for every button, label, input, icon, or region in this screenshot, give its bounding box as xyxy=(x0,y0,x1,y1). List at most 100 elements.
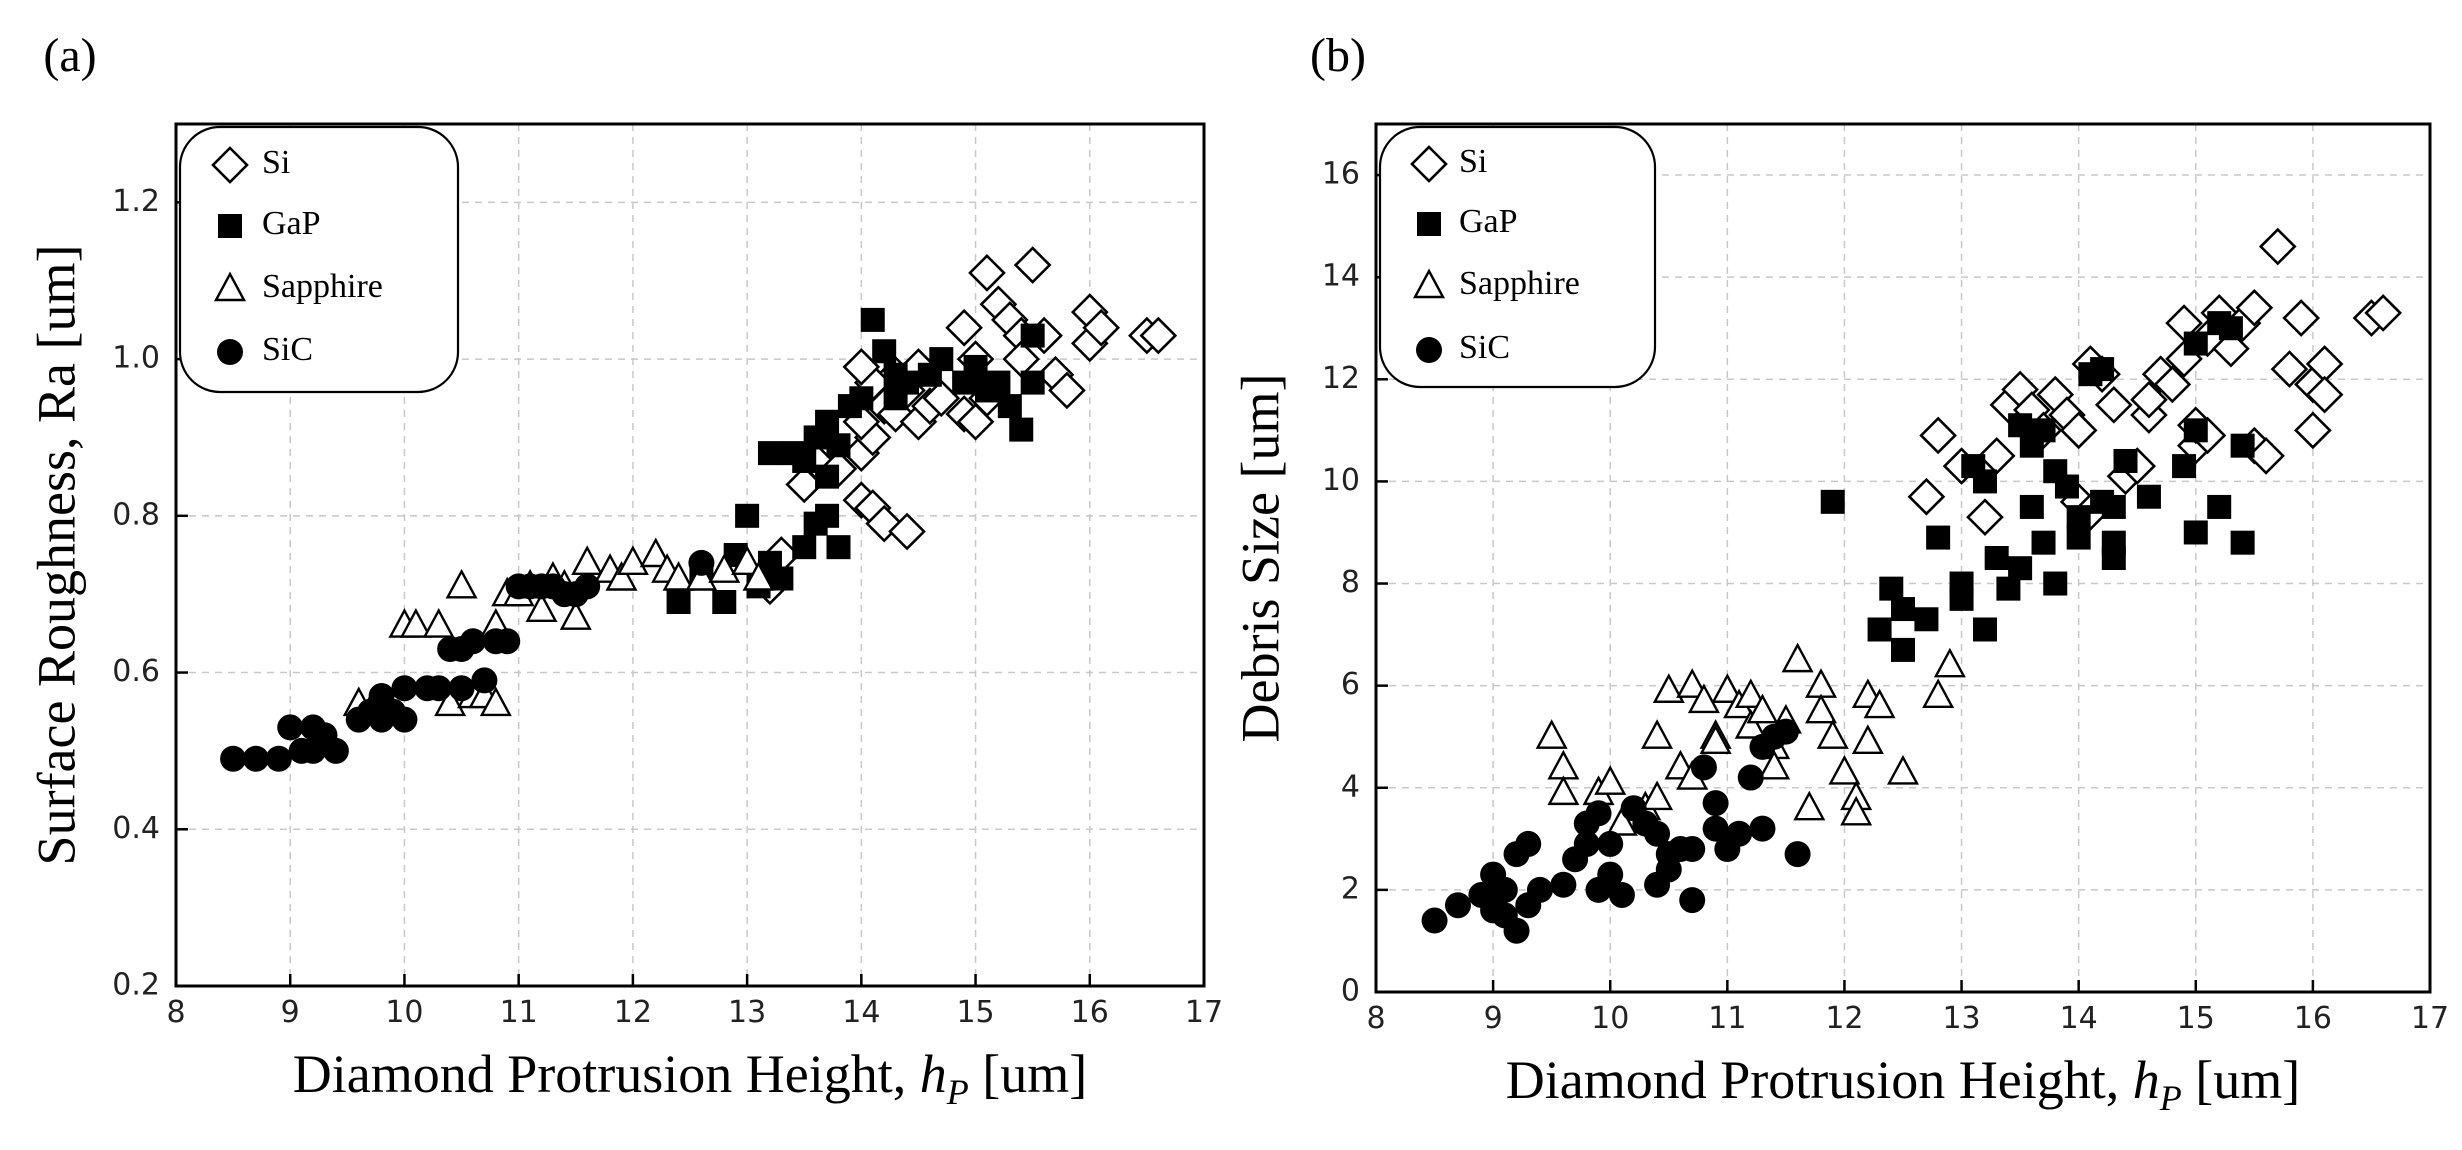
panel-b-point-sic xyxy=(1749,815,1776,842)
panel-b-point-sapphire xyxy=(1687,683,1720,714)
panel-b-legend-box xyxy=(1378,125,1657,389)
panel-a-point-si xyxy=(968,254,1006,292)
panel-a-point-gap xyxy=(666,590,691,615)
panel-b-point-si xyxy=(1919,416,1957,455)
panel-a-point-sapphire xyxy=(434,686,467,717)
panel-a-x-tick-label: 9 xyxy=(281,995,300,1030)
panel-b-point-gap xyxy=(2019,494,2044,519)
panel-b-x-tick-label: 8 xyxy=(1366,1001,1385,1036)
panel-b-point-gap xyxy=(2101,530,2126,555)
panel-a-point-si xyxy=(1048,371,1086,410)
panel-a-point-gap xyxy=(792,448,817,473)
panel-b-legend: Si GaP Sapphire SiC xyxy=(1378,125,1657,389)
panel-b-point-si xyxy=(1907,477,1946,516)
panel-a-point-si xyxy=(945,308,983,347)
panel-a-point-sic xyxy=(459,628,486,655)
panel-a-plot-frame xyxy=(174,122,1206,988)
panel-b-point-gap xyxy=(1891,637,1915,662)
panel-b-point-sic xyxy=(1726,820,1753,847)
panel-b-point-sapphire xyxy=(1734,678,1767,709)
panel-b-point-sapphire xyxy=(1886,754,1920,785)
panel-b-point-sic xyxy=(1550,871,1577,898)
panel-b-point-sic xyxy=(1421,907,1448,934)
panel-b-x-axis-label: Diamond Protrusion Height, hP [um] xyxy=(1506,1050,2300,1118)
panel-b-plot-frame xyxy=(1374,122,2432,994)
panel-a-y-tick-label: 1.2 xyxy=(112,184,160,219)
panel-b-point-sapphire xyxy=(1828,754,1861,785)
panel-a-y-tick-label: 0.8 xyxy=(112,497,160,532)
panel-b-x-tick-label: 10 xyxy=(1591,1001,1629,1036)
panel-b-point-gap xyxy=(2207,494,2232,519)
panel-a-point-sic xyxy=(425,675,452,702)
panel-a-y-tick-label: 0.4 xyxy=(112,811,160,846)
panel-b-point-gap xyxy=(1820,489,1845,514)
panel-a-point-sapphire xyxy=(731,545,764,576)
panel-b-x-tick-label: 17 xyxy=(2411,1001,2449,1036)
panel-a-legend-box xyxy=(178,125,460,394)
panel-a-point-sic xyxy=(220,745,247,772)
panel-a-point-si xyxy=(1082,308,1121,347)
panel-b-legend-marker-si xyxy=(1410,145,1448,183)
panel-a-point-gap xyxy=(860,307,885,332)
panel-b-point-gap xyxy=(2183,418,2208,443)
panel-a-point-gap xyxy=(872,339,897,364)
panel-a-x-tick-label: 17 xyxy=(1185,995,1223,1030)
panel-a-x-axis-label-sub: P xyxy=(946,1072,969,1112)
panel-a-x-axis-label-var: h xyxy=(920,1044,947,1104)
panel-a-point-sapphire xyxy=(708,553,741,583)
panel-a-x-tick-label: 16 xyxy=(1071,995,1109,1030)
panel-b-point-gap xyxy=(2054,474,2079,499)
panel-b-point-gap xyxy=(2101,494,2126,519)
panel-b-point-gap xyxy=(1914,607,1939,632)
panel-b-point-sapphire xyxy=(1758,749,1791,780)
panel-a-x-tick-label: 15 xyxy=(956,995,994,1030)
panel-a-x-tick-label: 12 xyxy=(614,995,652,1030)
panel-b-point-sic xyxy=(1526,876,1553,903)
panel-b-y-tick-label: 16 xyxy=(1322,157,1360,192)
panel-b-point-si xyxy=(2270,350,2309,388)
panel-a-point-gap xyxy=(883,386,908,411)
panel-b-point-sic xyxy=(1585,800,1612,827)
panel-a-y-tick-label: 0.2 xyxy=(112,968,160,1003)
panel-a-x-tick-label: 14 xyxy=(842,995,880,1030)
panel-b-point-sic xyxy=(1679,836,1706,863)
panel-a-point-gap xyxy=(815,503,840,528)
panel-a-point-sic xyxy=(574,573,601,600)
panel-b-x-axis-label-sub: P xyxy=(2159,1078,2182,1118)
panel-b-point-gap xyxy=(2218,316,2243,341)
panel-b-point-sic xyxy=(1515,830,1542,857)
panel-b-series-gap xyxy=(1820,311,2255,662)
panel-a-point-sic xyxy=(471,667,498,694)
panel-a-point-sic xyxy=(448,675,475,702)
panel-a-legend-marker-si xyxy=(211,146,249,184)
panel-a-legend-label-sic: SiC xyxy=(262,331,313,368)
panel-a-legend: Si GaP Sapphire SiC xyxy=(178,125,460,394)
panel-b-x-tick-label: 15 xyxy=(2177,1001,2215,1036)
panel-a-legend-marker-gap xyxy=(218,214,242,238)
panel-b-point-sapphire xyxy=(1711,673,1744,703)
panel-b-x-tick-label: 14 xyxy=(2060,1001,2098,1036)
panel-b-y-tick-label: 12 xyxy=(1322,361,1360,396)
panel-b-point-gap xyxy=(2230,530,2255,555)
panel-b-point-si xyxy=(2258,227,2297,266)
panel-b-point-sic xyxy=(1772,718,1799,745)
panel-b-legend-marker-gap xyxy=(1417,212,1441,236)
panel-a-point-sapphire xyxy=(742,560,775,591)
panel-b-point-sic xyxy=(1655,856,1682,883)
panel-b-y-tick-label: 2 xyxy=(1341,871,1360,906)
panel-b-point-sapphire xyxy=(1816,719,1849,749)
panel-b-y-tick-label: 8 xyxy=(1341,565,1360,600)
panel-b-point-sapphire xyxy=(1641,780,1674,811)
panel-a-legend-label-sapphire: Sapphire xyxy=(262,268,383,305)
panel-a-point-gap xyxy=(769,566,794,591)
panel-b-y-tick-label: 6 xyxy=(1341,667,1360,702)
panel-a-point-gap xyxy=(815,464,840,489)
panel-b-y-axis-label: Debris Size [um] xyxy=(1230,374,1290,743)
panel-a-point-sapphire xyxy=(571,545,604,576)
panel-a-point-sic xyxy=(242,745,269,772)
panel-b-point-si xyxy=(2059,411,2098,450)
panel-b-point-gap xyxy=(1984,546,2009,570)
panel-b-point-sic xyxy=(1597,830,1624,857)
